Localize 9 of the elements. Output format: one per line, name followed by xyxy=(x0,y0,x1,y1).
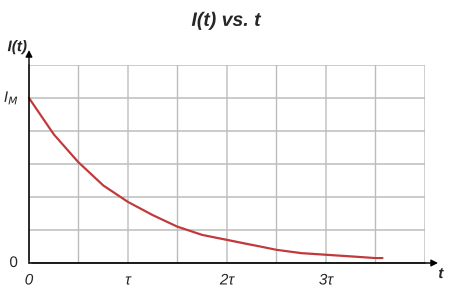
x-tick-label: 2τ xyxy=(220,274,235,285)
y-axis-title: I(t) xyxy=(8,40,27,54)
chart-title: I(t) vs. t xyxy=(192,12,262,30)
x-tick-label: 0 xyxy=(25,274,34,285)
annotation: I$_{M}$ xyxy=(4,91,18,104)
x-tick-label: 3τ xyxy=(319,274,334,285)
x-tick-label: τ xyxy=(126,276,132,285)
text: 0 xyxy=(10,256,18,268)
x-axis-title: t xyxy=(438,268,444,278)
